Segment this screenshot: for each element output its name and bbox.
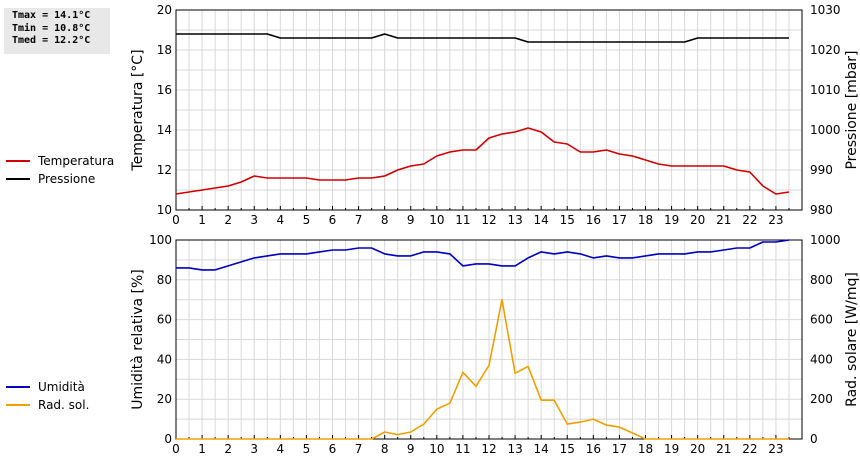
- legend-label-umidit: Umidità: [38, 380, 85, 394]
- chart2-xtick-label: 20: [690, 442, 705, 456]
- chart1-xtick-label: 1: [198, 213, 206, 227]
- chart1-xtick-label: 3: [250, 213, 258, 227]
- stats-box: Tmax = 14.1°C Tmin = 10.8°C Tmed = 12.2°…: [4, 8, 110, 54]
- chart2-xtick-label: 19: [664, 442, 679, 456]
- chart1-xtick-label: 11: [455, 213, 470, 227]
- chart2-ytick-label: 80: [157, 273, 172, 287]
- chart1-y2tick-label: 1030: [810, 3, 841, 17]
- chart1-xtick-label: 16: [586, 213, 601, 227]
- chart2-xtick-label: 12: [481, 442, 496, 456]
- chart1-y2tick-label: 1000: [810, 123, 841, 137]
- chart2-xtick-label: 14: [534, 442, 549, 456]
- chart1-xtick-label: 4: [277, 213, 285, 227]
- chart1-ylabel: Temperatura [°C]: [130, 49, 146, 171]
- chart2-y2tick-label: 1000: [810, 233, 841, 247]
- chart1-series-pressione-line: [176, 33, 789, 43]
- chart2-xtick-label: 17: [612, 442, 627, 456]
- chart2-xtick-label: 4: [277, 442, 285, 456]
- chart1-xtick-label: 22: [742, 213, 757, 227]
- chart2-y2tick-label: 400: [810, 352, 833, 366]
- chart1-series-temperatura-line: [175, 127, 790, 195]
- chart2-xtick-label: 3: [250, 442, 258, 456]
- chart1-xtick-label: 0: [172, 213, 180, 227]
- chart2-ylabel: Umidità relativa [%]: [130, 269, 146, 410]
- chart2-xtick-label: 23: [768, 442, 783, 456]
- chart2-xtick-label: 9: [407, 442, 415, 456]
- chart1-ytick-label: 18: [157, 43, 172, 57]
- chart2-y2tick-label: 600: [810, 313, 833, 327]
- chart1-ytick-label: 10: [157, 203, 172, 217]
- chart1-xtick-label: 20: [690, 213, 705, 227]
- chart1-xtick-label: 6: [329, 213, 337, 227]
- chart2-grid: [175, 240, 802, 439]
- chart1-xtick-label: 14: [534, 213, 549, 227]
- chart2-xtick-label: 15: [560, 442, 575, 456]
- chart2-xtick-label: 5: [303, 442, 311, 456]
- chart1-y2tick-label: 990: [810, 163, 833, 177]
- chart2-xtick-label: 6: [329, 442, 337, 456]
- chart1-xtick-label: 2: [224, 213, 232, 227]
- chart1-ytick-label: 20: [157, 3, 172, 17]
- chart2-y2tick-label: 200: [810, 392, 833, 406]
- chart1-xtick-label: 8: [381, 213, 389, 227]
- chart1-xtick-label: 15: [560, 213, 575, 227]
- chart2-ytick-label: 100: [149, 233, 172, 247]
- chart2-xtick-label: 10: [429, 442, 444, 456]
- chart2-xtick-label: 21: [716, 442, 731, 456]
- chart1-xtick-label: 19: [664, 213, 679, 227]
- chart1-xtick-label: 23: [768, 213, 783, 227]
- chart2-xtick-label: 8: [381, 442, 389, 456]
- chart1-grid: [175, 10, 802, 210]
- chart2-ytick-label: 0: [164, 432, 172, 446]
- chart1-xtick-label: 21: [716, 213, 731, 227]
- chart2-xtick-label: 13: [507, 442, 522, 456]
- chart2-xtick-label: 7: [355, 442, 363, 456]
- chart1-y2tick-label: 1010: [810, 83, 841, 97]
- tmed-label: Tmed = 12.2°C: [12, 35, 91, 46]
- chart2-y2tick-label: 800: [810, 273, 833, 287]
- legend-label-pressione: Pressione: [38, 172, 95, 186]
- chart1-xtick-label: 17: [612, 213, 627, 227]
- chart2-ytick-label: 20: [157, 392, 172, 406]
- chart2-ytick-label: 40: [157, 352, 172, 366]
- chart1-xtick-label: 5: [303, 213, 311, 227]
- chart2-xtick-label: 18: [638, 442, 653, 456]
- chart1-xtick-label: 10: [429, 213, 444, 227]
- chart1-ytick-label: 12: [157, 163, 172, 177]
- chart1-y2tick-label: 980: [810, 203, 833, 217]
- chart1-y2tick-label: 1020: [810, 43, 841, 57]
- legend-label-rad-sol: Rad. sol.: [38, 398, 89, 412]
- chart2-y2tick-label: 0: [810, 432, 818, 446]
- chart2-series-rad-sol-line: [176, 298, 789, 440]
- chart1-ytick-label: 14: [157, 123, 172, 137]
- chart1-xtick-label: 12: [481, 213, 496, 227]
- chart1-xtick-label: 13: [507, 213, 522, 227]
- chart1-y2label: Pressione [mbar]: [844, 50, 860, 169]
- chart2-y2label: Rad. solare [W/mq]: [844, 272, 860, 407]
- tmax-label: Tmax = 14.1°C: [12, 10, 91, 21]
- chart1-xtick-label: 9: [407, 213, 415, 227]
- chart2-ytick-label: 60: [157, 313, 172, 327]
- chart2-xtick-label: 1: [198, 442, 206, 456]
- tmin-label: Tmin = 10.8°C: [12, 22, 91, 34]
- chart1-xtick-label: 7: [355, 213, 363, 227]
- chart2-xtick-label: 11: [455, 442, 470, 456]
- chart2-series-umidit-line: [176, 239, 790, 271]
- chart1-ytick-label: 16: [157, 83, 172, 97]
- chart1-xtick-label: 18: [638, 213, 653, 227]
- legend-label-temperatura: Temperatura: [37, 154, 114, 168]
- chart2-xtick-label: 0: [172, 442, 180, 456]
- chart2-xtick-label: 22: [742, 442, 757, 456]
- chart2-xtick-label: 16: [586, 442, 601, 456]
- chart2-xtick-label: 2: [224, 442, 232, 456]
